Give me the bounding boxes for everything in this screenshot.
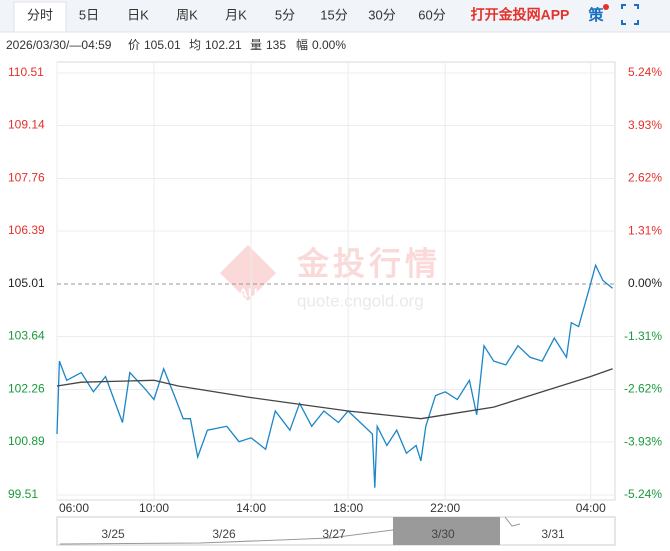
info-volume: 135: [266, 38, 286, 52]
notice-dot: [603, 4, 609, 10]
fullscreen-icon[interactable]: [621, 4, 639, 25]
y2-tick-label: -2.62%: [624, 382, 662, 396]
info-volume-label: 量: [250, 38, 262, 52]
y-tick-label: 103.64: [8, 329, 45, 343]
info-price: 105.01: [144, 38, 181, 52]
tab[interactable]: 周K: [176, 7, 198, 22]
watermark: AU 金投行情 quote.cngold.org: [220, 245, 441, 310]
tab[interactable]: 分时: [27, 7, 53, 22]
tab[interactable]: 日K: [127, 7, 149, 22]
app-link[interactable]: 打开金投网APP: [471, 7, 570, 23]
watermark-logo-shape: [220, 245, 276, 301]
tab-bar: [0, 0, 670, 32]
watermark-logo: AU: [239, 285, 258, 300]
y2-tick-label: 1.31%: [628, 223, 662, 237]
navigator-date: 3/30: [431, 527, 455, 541]
y2-tick-label: -1.31%: [624, 329, 662, 343]
y2-tick-label: 2.62%: [628, 171, 662, 185]
x-tick-label: 10:00: [139, 501, 169, 515]
y2-tick-label: -3.93%: [624, 434, 662, 448]
tab[interactable]: 月K: [225, 7, 247, 22]
x-tick-label: 14:00: [236, 501, 266, 515]
navigator-date: 3/25: [101, 527, 125, 541]
info-avg: 102.21: [205, 38, 242, 52]
info-range: 0.00%: [312, 38, 346, 52]
navigator-date: 3/27: [322, 527, 346, 541]
y2-tick-label: 0.00%: [628, 276, 662, 290]
x-tick-label: 22:00: [430, 501, 460, 515]
watermark-url: quote.cngold.org: [297, 291, 424, 310]
tab[interactable]: 30分: [368, 7, 395, 22]
x-tick-label: 04:00: [576, 501, 606, 515]
tab[interactable]: 15分: [320, 7, 347, 22]
tab[interactable]: 5日: [79, 7, 99, 22]
tab[interactable]: 5分: [275, 7, 295, 22]
y-tick-label: 105.01: [8, 276, 45, 290]
y-tick-label: 106.39: [8, 223, 45, 237]
price-line: [56, 368, 613, 420]
strategy-button[interactable]: 策: [587, 6, 604, 24]
y-tick-label: 102.26: [8, 382, 45, 396]
info-price-label: 价: [128, 38, 140, 52]
price-line: [56, 263, 614, 488]
navigator-date: 3/26: [212, 527, 236, 541]
watermark-title: 金投行情: [296, 245, 441, 281]
y-tick-label: 110.51: [8, 65, 44, 79]
active-tab-bg: [13, 1, 67, 33]
navigator-line: [59, 516, 521, 545]
y2-tick-label: 3.93%: [628, 118, 662, 132]
navigator-date: 3/31: [541, 527, 565, 541]
navigator[interactable]: [56, 516, 616, 546]
tab[interactable]: 60分: [418, 7, 445, 22]
y-tick-label: 107.76: [8, 171, 45, 185]
info-bar: 2026/03/30/—04:59 价 105.01 均 102.21 量 135 幅 0.00…: [6, 37, 346, 52]
y-tick-label: 100.89: [8, 434, 45, 448]
y-tick-label: 109.14: [8, 118, 45, 132]
info-range-label: 幅: [296, 37, 308, 52]
x-tick-label: 18:00: [333, 501, 363, 515]
info-time: 2026/03/30/—04:59: [6, 38, 112, 52]
y2-tick-label: 5.24%: [628, 65, 662, 79]
x-tick-label: 06:00: [59, 501, 89, 515]
y2-tick-label: -5.24%: [624, 487, 662, 501]
y-tick-label: 99.51: [8, 487, 38, 501]
info-avg-label: 均: [189, 38, 201, 52]
